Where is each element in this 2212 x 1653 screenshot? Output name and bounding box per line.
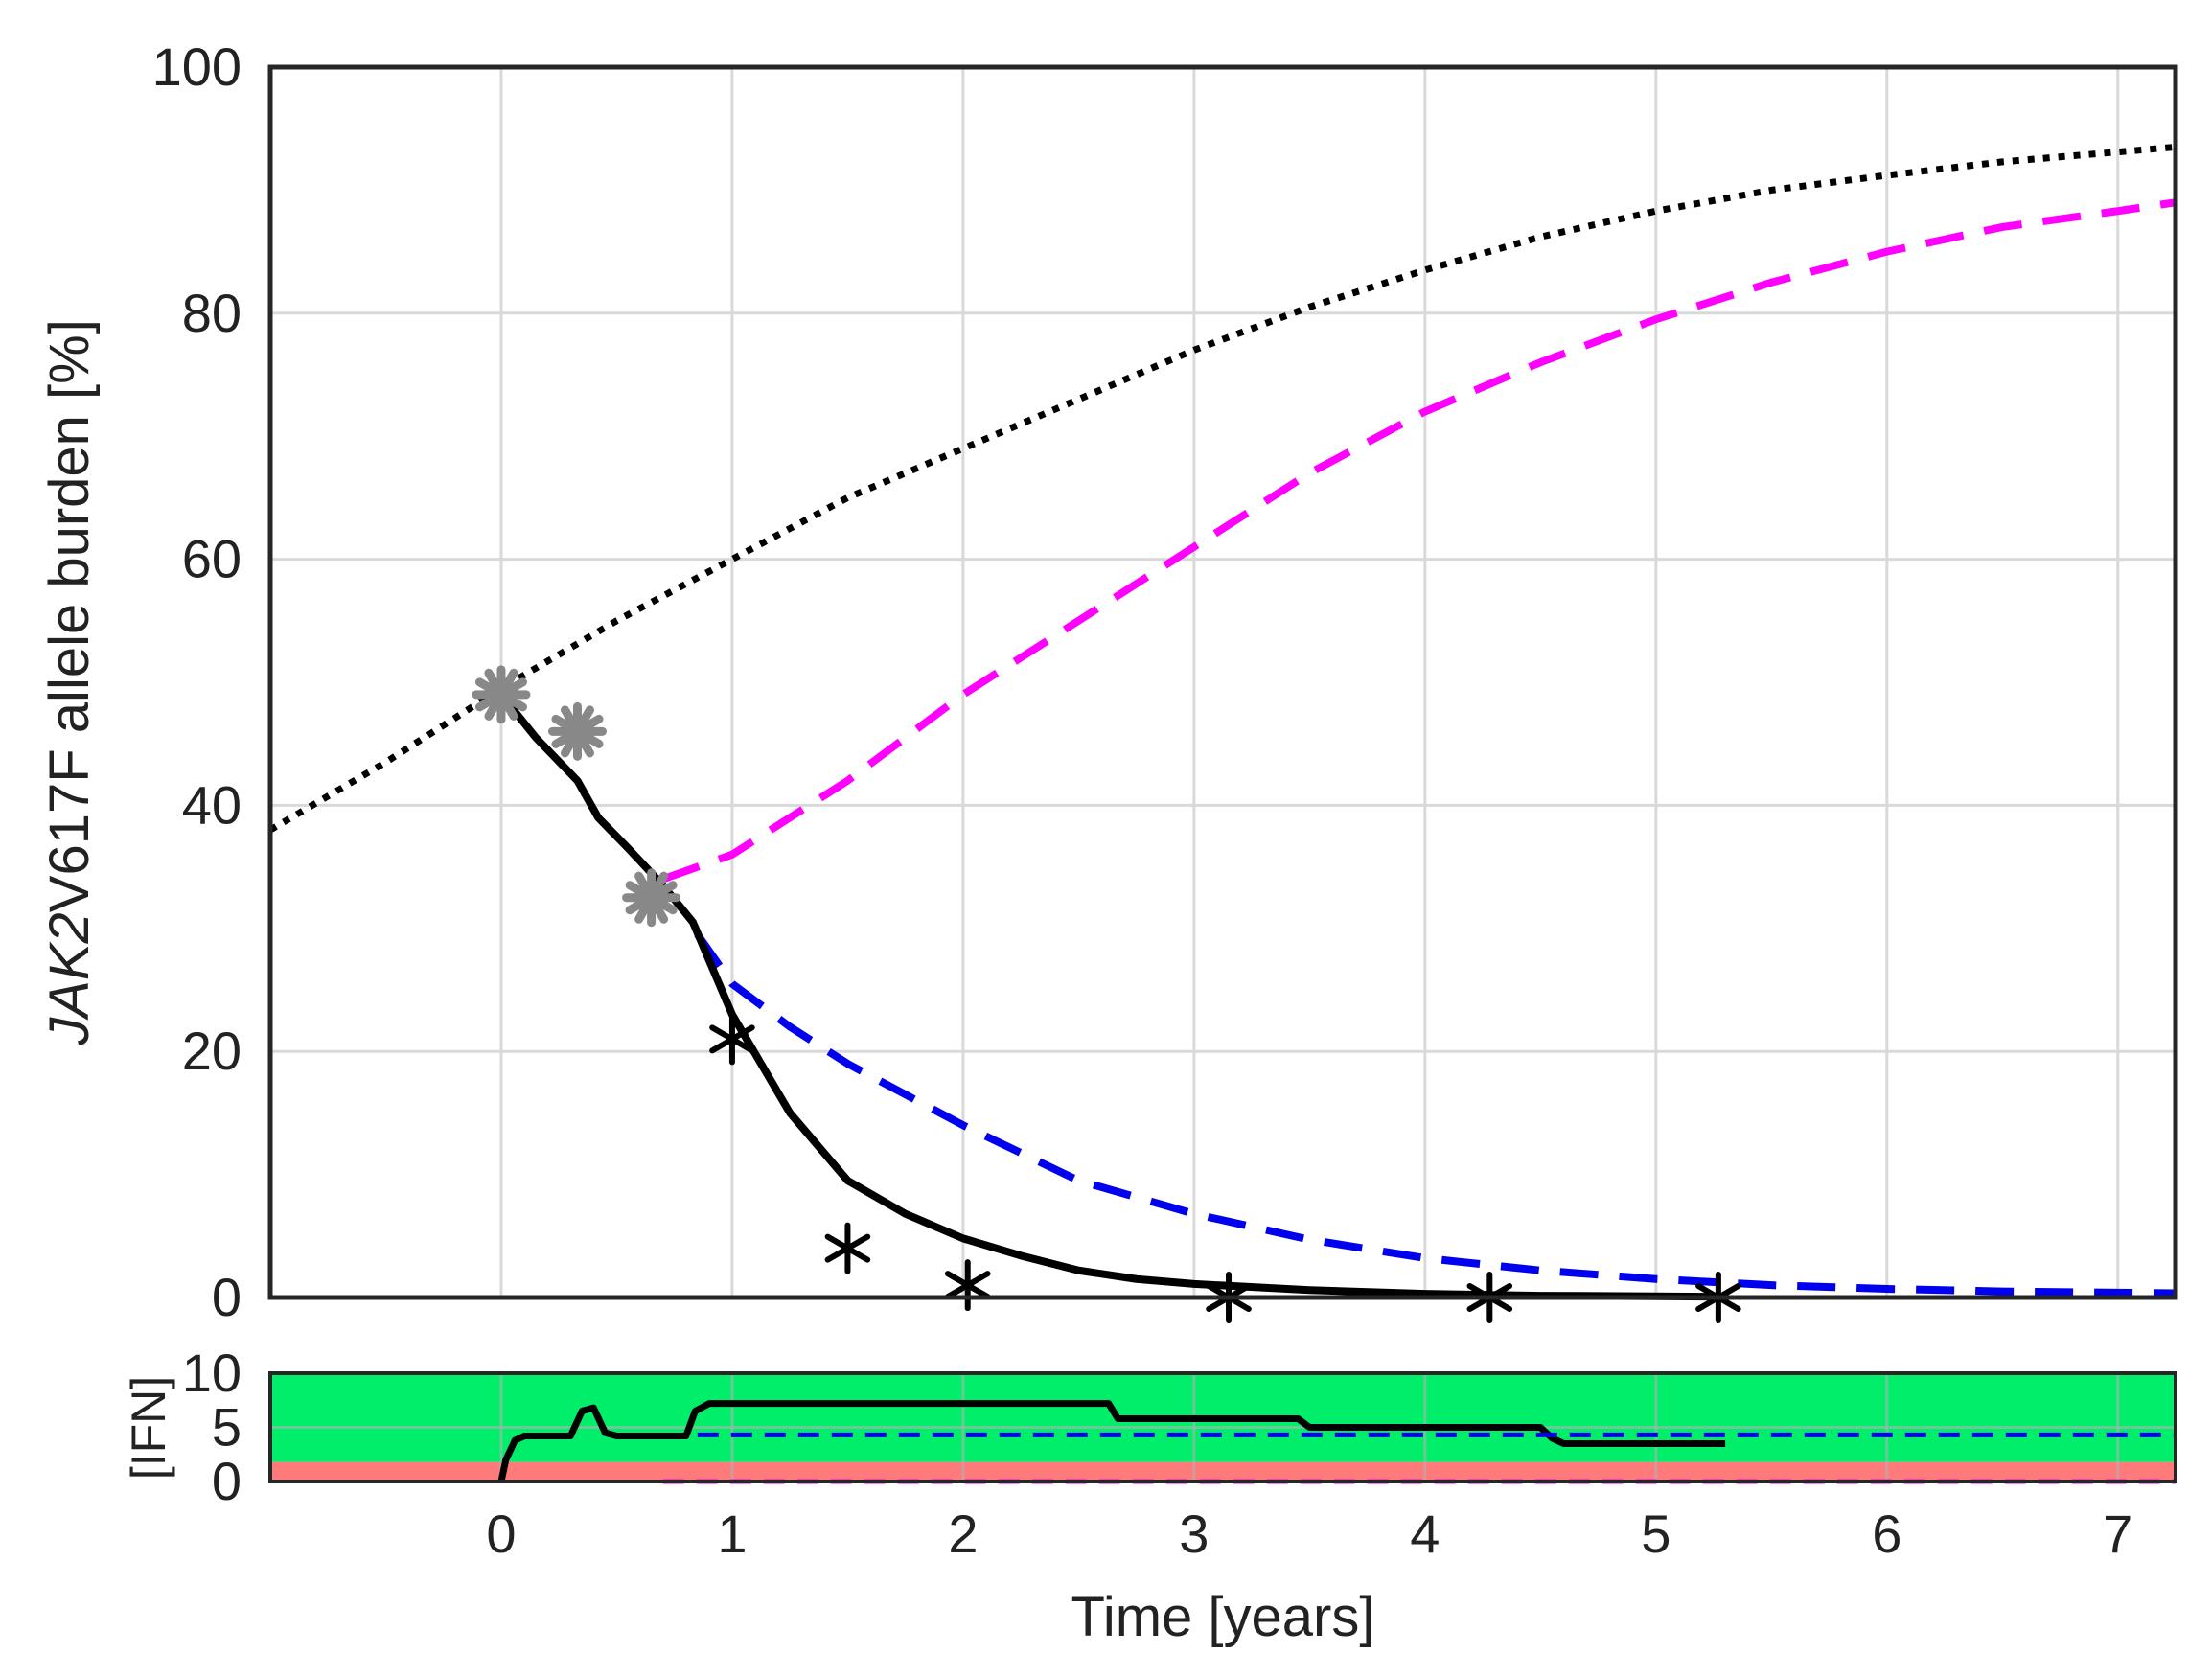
main-y-axis-label: JAK2V617F allele burden [%] bbox=[38, 319, 101, 1046]
data-point-6 bbox=[944, 1259, 991, 1312]
main-data-points bbox=[472, 665, 1741, 1323]
x-tick-4: 4 bbox=[1410, 1504, 1440, 1564]
x-tick-2: 2 bbox=[948, 1504, 978, 1564]
main-y-tick-0: 0 bbox=[212, 1267, 242, 1327]
series-line-untreated bbox=[268, 143, 2177, 834]
data-point-1 bbox=[472, 665, 531, 724]
ifn-y-tick-5: 5 bbox=[212, 1397, 242, 1458]
y-label-italic-part: JAK2 bbox=[38, 912, 101, 1046]
main-y-tick-100: 100 bbox=[152, 36, 242, 97]
main-y-tick-80: 80 bbox=[182, 283, 242, 343]
data-point-2 bbox=[547, 701, 607, 761]
ifn-y-tick-0: 0 bbox=[212, 1451, 242, 1511]
ifn-band-1 bbox=[270, 1461, 2176, 1481]
main-series-group bbox=[268, 143, 2177, 1301]
x-tick-6: 6 bbox=[1872, 1504, 1901, 1564]
main-plot-frame bbox=[267, 64, 2178, 1300]
ifn-series-line-administered-dose bbox=[497, 1400, 1726, 1482]
data-point-3 bbox=[622, 868, 681, 928]
x-tick-7: 7 bbox=[2103, 1504, 2132, 1564]
ifn-y-tick-10: 10 bbox=[182, 1343, 242, 1403]
x-tick-0: 0 bbox=[486, 1504, 516, 1564]
x-tick-5: 5 bbox=[1641, 1504, 1671, 1564]
x-tick-labels: 0 1 2 3 4 5 6 7 bbox=[486, 1504, 2132, 1564]
x-tick-1: 1 bbox=[717, 1504, 747, 1564]
series-line-treatment-stopped-early bbox=[661, 198, 2177, 884]
main-plot-background bbox=[270, 67, 2176, 1297]
ifn-plot-frame bbox=[268, 1371, 2177, 1483]
ifn-y-axis-label: [IFN] bbox=[122, 1376, 175, 1480]
main-y-tick-40: 40 bbox=[182, 774, 242, 835]
series-line-model-fit bbox=[496, 690, 1730, 1301]
main-y-tick-labels: 0 20 40 60 80 100 bbox=[152, 36, 242, 1327]
series-line-constant-dose bbox=[694, 931, 2177, 1297]
main-y-tick-60: 60 bbox=[182, 529, 242, 589]
main-plot-panel: 0 20 40 60 80 100 JAK2V617F allele burden [%] bbox=[38, 36, 2178, 1327]
x-tick-3: 3 bbox=[1179, 1504, 1209, 1564]
data-point-4 bbox=[709, 1013, 755, 1066]
main-y-tick-20: 20 bbox=[182, 1021, 242, 1081]
y-label-rest-part: V617F allele burden [%] bbox=[38, 319, 101, 912]
data-point-5 bbox=[824, 1222, 871, 1274]
x-axis-label: Time [years] bbox=[1071, 1586, 1375, 1648]
